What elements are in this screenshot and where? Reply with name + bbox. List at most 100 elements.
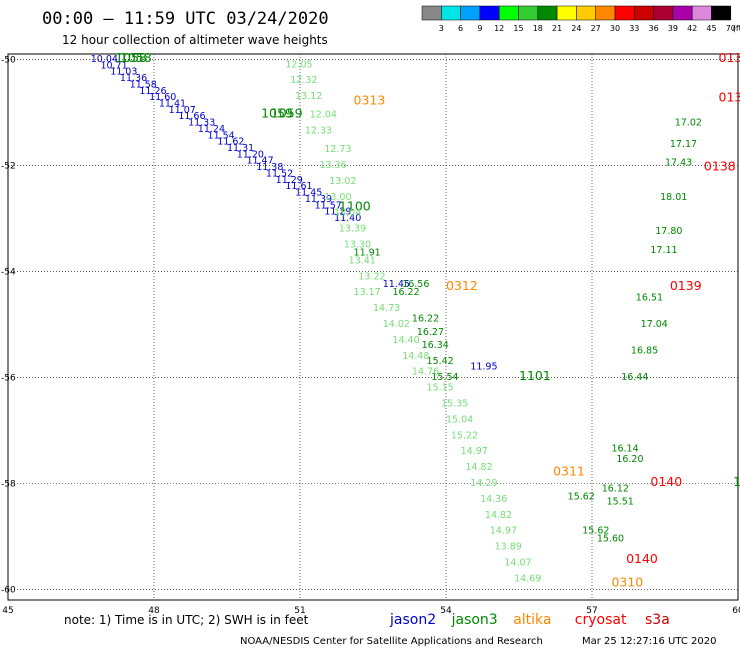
wave-height-label: 14.97 bbox=[461, 446, 488, 457]
y-tick-label: -60 bbox=[1, 585, 16, 595]
timestamp: Mar 25 12:27:16 UTC 2020 bbox=[582, 636, 717, 647]
pass-time-label: 0138 bbox=[719, 90, 740, 105]
pass-time-label: 1059 bbox=[271, 106, 303, 121]
wave-height-label: 16.27 bbox=[417, 327, 444, 338]
wave-height-label: 16.34 bbox=[422, 340, 449, 351]
wave-height-label: 11.95 bbox=[470, 361, 497, 372]
wave-height-label: 13.12 bbox=[295, 91, 322, 102]
wave-height-label: 10.71 bbox=[100, 60, 127, 71]
legend-item: s3a bbox=[645, 612, 670, 628]
colorbar-unit: (ft) bbox=[733, 24, 740, 33]
wave-height-label: 14.48 bbox=[402, 351, 429, 362]
colorbar-label: 3 bbox=[439, 24, 444, 33]
wave-height-label: 11.66 bbox=[178, 111, 205, 122]
wave-height-label: 11.45 bbox=[383, 279, 410, 290]
data-marks: 10.0410.7111.0311.3611.5811.2611.6011.41… bbox=[91, 50, 740, 590]
y-tick-label: -56 bbox=[1, 373, 16, 383]
x-tick-label: 60 bbox=[732, 606, 740, 616]
colorbar-swatch bbox=[498, 5, 519, 21]
wave-height-label: 16.51 bbox=[636, 292, 663, 303]
pass-time-label: 0310 bbox=[611, 575, 643, 590]
pass-time-label: 1101 bbox=[519, 368, 551, 383]
wave-height-label: 15.62 bbox=[582, 526, 609, 537]
wave-height-label: 15.35 bbox=[441, 399, 468, 410]
x-tick-label: 51 bbox=[294, 606, 305, 616]
wave-height-label: 18.01 bbox=[660, 192, 687, 203]
y-tick-label: -52 bbox=[1, 161, 16, 171]
wave-height-label: 13.39 bbox=[339, 224, 366, 235]
wave-height-label: 16.22 bbox=[392, 287, 419, 298]
wave-height-label: 11.60 bbox=[149, 92, 176, 103]
pass-time-label: 1059 bbox=[261, 106, 293, 121]
wave-height-label: 11.31 bbox=[227, 143, 254, 154]
wave-height-label: 13.89 bbox=[495, 542, 522, 553]
wave-height-label: 10.04 bbox=[91, 54, 118, 65]
legend-item: jason3 bbox=[451, 612, 498, 628]
colorbar-label: 18 bbox=[533, 24, 543, 33]
wave-height-label: 11.62 bbox=[217, 137, 244, 148]
wave-height-label: 11.57 bbox=[315, 200, 342, 211]
y-tick-label: -58 bbox=[1, 479, 16, 489]
wave-height-label: 11.91 bbox=[354, 247, 381, 258]
colorbar-label: 30 bbox=[610, 24, 620, 33]
legend-item: altika bbox=[513, 612, 551, 628]
wave-height-label: 13.30 bbox=[344, 239, 371, 250]
wave-height-label: 11.54 bbox=[208, 130, 235, 141]
wave-height-label: 11.41 bbox=[159, 98, 186, 109]
wave-height-label: 16.20 bbox=[616, 454, 643, 465]
y-tick-label: -54 bbox=[1, 267, 16, 277]
wave-height-label: 13.00 bbox=[324, 192, 351, 203]
colorbar-swatch bbox=[634, 5, 654, 21]
wave-height-label: 14.02 bbox=[383, 319, 410, 330]
colorbar-label: 36 bbox=[649, 24, 659, 33]
colorbar-swatch bbox=[711, 5, 732, 21]
wave-height-label: 11.26 bbox=[139, 86, 166, 97]
pass-time-label: 1058 bbox=[120, 50, 152, 65]
wave-height-label: 17.43 bbox=[665, 157, 692, 168]
wave-height-label: 12.33 bbox=[305, 126, 332, 137]
pass-time-label: 0137 bbox=[719, 50, 740, 65]
colorbar-label: 15 bbox=[513, 24, 523, 33]
wave-height-label: 13.22 bbox=[358, 271, 385, 282]
wave-height-label: 14.82 bbox=[485, 510, 512, 521]
y-tick-label: -50 bbox=[1, 55, 16, 65]
wave-height-label: 17.11 bbox=[650, 245, 677, 256]
wave-height-label: 11.33 bbox=[188, 118, 215, 129]
colorbar-swatch bbox=[537, 5, 558, 21]
wave-height-label: 16.14 bbox=[611, 444, 638, 455]
axis-ticks: 45 48 51 54 57 60 -50 -52 -54 -56 -58 -60 bbox=[1, 55, 740, 616]
wave-height-label: 16.85 bbox=[631, 346, 658, 357]
wave-height-label: 11.45 bbox=[295, 188, 322, 199]
wave-height-label: 12.32 bbox=[290, 75, 317, 86]
colorbar-label: 27 bbox=[591, 24, 601, 33]
pass-time-label: 0140 bbox=[650, 474, 682, 489]
wave-height-label: 14.36 bbox=[480, 494, 507, 505]
colorbar-label: 45 bbox=[706, 24, 716, 33]
legend-item: jason2 bbox=[389, 612, 436, 628]
wave-height-label: 16.56 bbox=[402, 279, 429, 290]
wave-height-label: 15.60 bbox=[597, 534, 624, 545]
colorbar-label: 9 bbox=[477, 24, 482, 33]
wave-height-label: 11.07 bbox=[169, 105, 196, 116]
wave-height-label: 14.40 bbox=[392, 335, 419, 346]
colorbar-label: 70 bbox=[726, 24, 736, 33]
wave-height-label: 14.69 bbox=[514, 573, 541, 584]
colorbar-label: 42 bbox=[687, 24, 697, 33]
colorbar-swatch bbox=[441, 5, 461, 21]
wave-height-label: 13.36 bbox=[319, 160, 346, 171]
wave-height-label: 12.73 bbox=[324, 144, 351, 155]
colorbar-swatch bbox=[595, 5, 616, 21]
wave-height-label: 17.02 bbox=[675, 118, 702, 129]
pass-time-label: 110 bbox=[733, 474, 740, 489]
wave-height-label: 11.61 bbox=[285, 181, 312, 192]
legend-item: cryosat bbox=[575, 612, 627, 628]
wave-height-label: 15.15 bbox=[427, 383, 454, 394]
wave-height-label: 15.62 bbox=[568, 491, 595, 502]
colorbar-label: 33 bbox=[629, 24, 639, 33]
wave-height-label: 14.76 bbox=[412, 367, 439, 378]
wave-height-label: 12.05 bbox=[285, 59, 312, 70]
wave-height-label: 14.97 bbox=[490, 526, 517, 537]
colorbar-swatch bbox=[576, 5, 596, 21]
colorbar-swatch bbox=[614, 5, 635, 21]
